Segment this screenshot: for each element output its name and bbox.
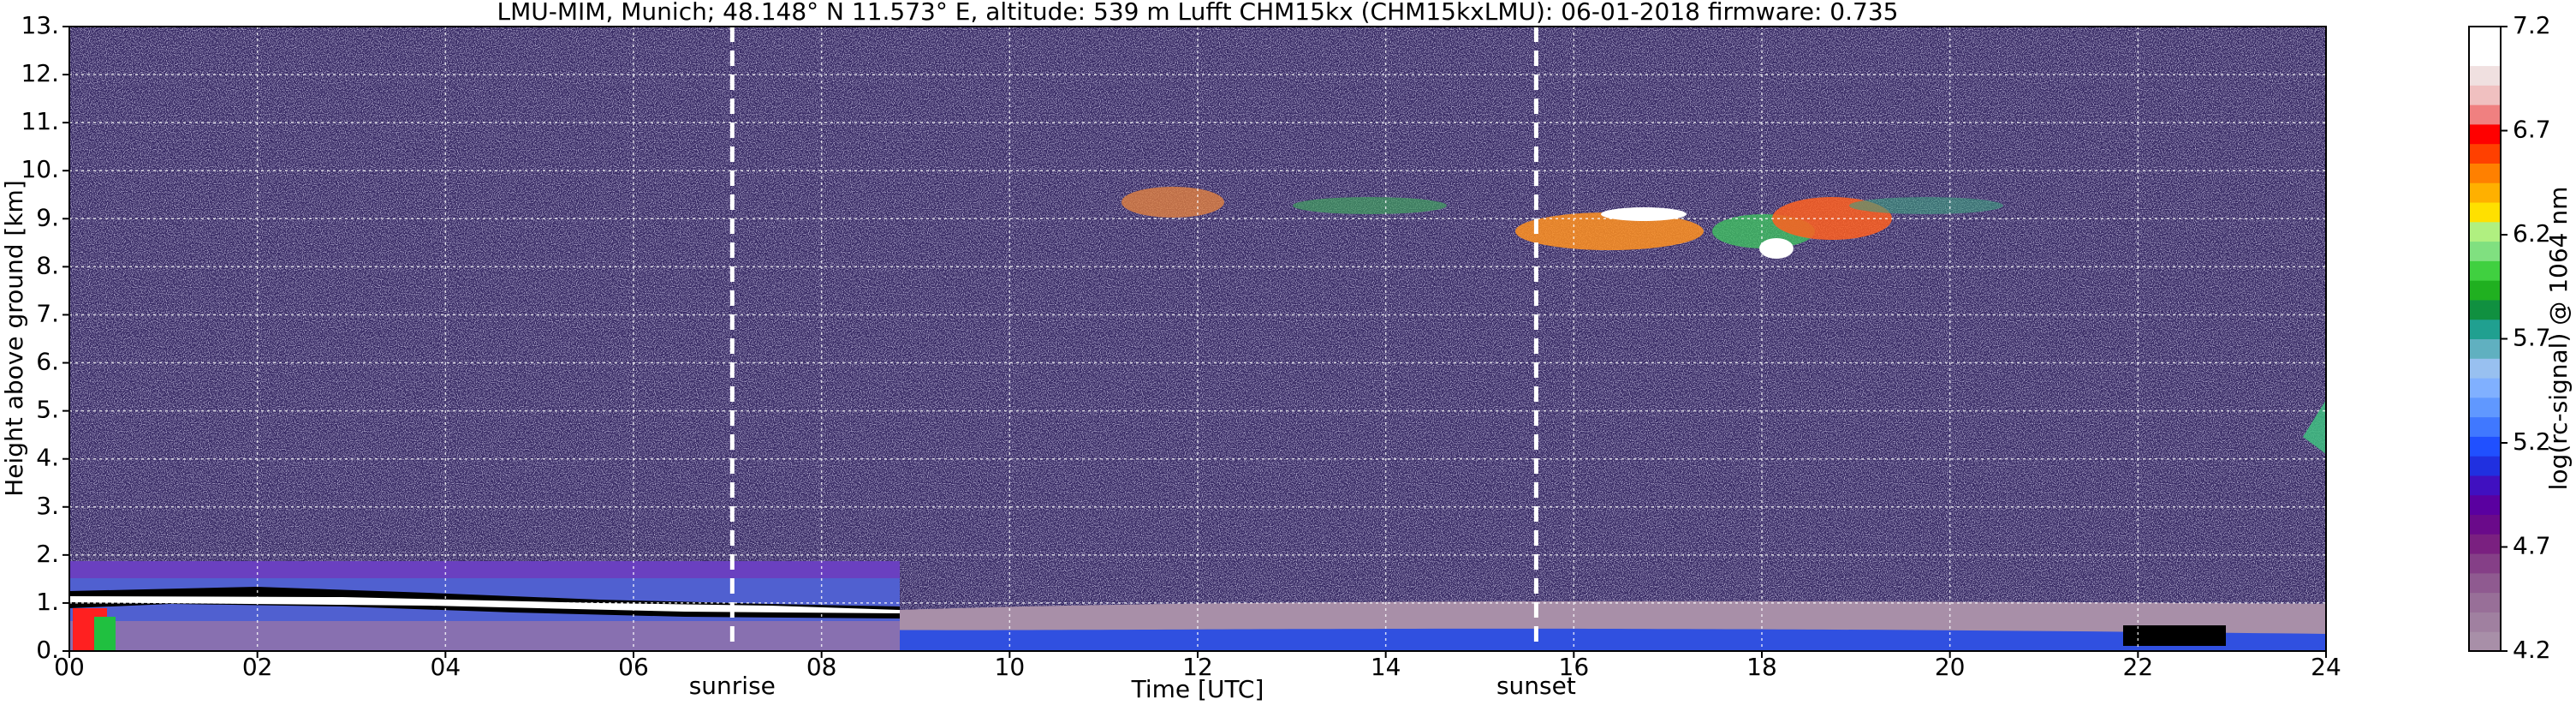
- low-green: [94, 617, 116, 651]
- cirrus: [1759, 238, 1794, 259]
- colorbar-swatch: [2469, 280, 2501, 301]
- colorbar-swatch: [2469, 65, 2501, 86]
- colorbar-swatch: [2469, 163, 2501, 183]
- x-tick-label: 22: [2123, 653, 2154, 681]
- colorbar-swatch: [2469, 143, 2501, 164]
- x-axis-label: Time [UTC]: [1131, 675, 1264, 703]
- colorbar-swatch: [2469, 182, 2501, 203]
- colorbar-swatch: [2469, 612, 2501, 632]
- y-tick-label: 3.: [36, 492, 59, 520]
- cirrus: [1293, 197, 1447, 214]
- colorbar-swatch: [2469, 397, 2501, 418]
- colorbar-swatch: [2469, 319, 2501, 339]
- boundary-white: [69, 596, 900, 613]
- low-cloud: [2123, 625, 2226, 646]
- colorbar-tick-label: 4.7: [2513, 532, 2551, 560]
- colorbar-swatch: [2469, 202, 2501, 223]
- colorbar-swatch: [2469, 572, 2501, 594]
- y-tick-label: 5.: [36, 396, 59, 424]
- surface-layer: [813, 628, 2326, 651]
- y-tick-label: 4.: [36, 444, 59, 472]
- mid-cloud: [2326, 360, 2397, 463]
- y-axis-label: Height above ground [km]: [0, 180, 28, 497]
- y-tick-label: 13.: [21, 11, 59, 39]
- colorbar-swatch: [2469, 592, 2501, 612]
- cirrus: [1515, 212, 1704, 250]
- chart-title: LMU-MIM, Munich; 48.148° N 11.573° E, al…: [497, 0, 1899, 26]
- x-tick-label: 20: [1935, 653, 1966, 681]
- x-tick-label: 14: [1371, 653, 1401, 681]
- colorbar-swatch: [2469, 27, 2501, 47]
- x-tick-label: 24: [2311, 653, 2341, 681]
- colorbar-swatch: [2469, 494, 2501, 516]
- colorbar-tick-label: 7.2: [2513, 11, 2551, 39]
- low-layer: [69, 621, 900, 651]
- y-tick-label: 7.: [36, 299, 59, 327]
- x-tick-label: 10: [995, 653, 1026, 681]
- cirrus: [1849, 197, 2003, 214]
- mid-cloud: [2303, 399, 2326, 454]
- x-tick-label: 00: [54, 653, 85, 681]
- y-tick-label: 1.: [36, 588, 59, 616]
- colorbar-swatch: [2469, 358, 2501, 379]
- colorbar-swatch: [2469, 631, 2501, 652]
- x-tick-label: 06: [618, 653, 649, 681]
- colorbar-swatch: [2469, 456, 2501, 476]
- colorbar-swatch: [2469, 436, 2501, 457]
- colorbar-swatch: [2469, 378, 2501, 398]
- colorbar-tick-label: 4.2: [2513, 636, 2551, 664]
- colorbar-swatch: [2469, 260, 2501, 281]
- annotation-label: sunset: [1496, 672, 1576, 700]
- x-tick-label: 02: [242, 653, 273, 681]
- y-tick-label: 0.: [36, 636, 59, 664]
- colorbar-swatch: [2469, 241, 2501, 261]
- colorbar-swatch: [2469, 475, 2501, 496]
- colorbar-swatch: [2469, 105, 2501, 125]
- x-tick-label: 16: [1559, 653, 1590, 681]
- colorbar-swatch: [2469, 299, 2501, 320]
- cirrus: [1601, 207, 1687, 221]
- y-tick-label: 8.: [36, 251, 59, 279]
- x-tick-label: 12: [1182, 653, 1213, 681]
- annotation-label: sunrise: [689, 672, 776, 700]
- colorbar-tick-label: 6.2: [2513, 219, 2551, 248]
- mid-cloud: [2350, 343, 2389, 394]
- colorbar-swatch: [2469, 416, 2501, 437]
- plot-frame: [68, 26, 2327, 652]
- x-tick-label: 18: [1746, 653, 1777, 681]
- y-tick-label: 10.: [21, 155, 59, 183]
- colorbar-label: log(rc-signal) @ 1064 nm: [2544, 187, 2573, 491]
- colorbar-tick-label: 5.7: [2513, 324, 2551, 352]
- y-tick-label: 12.: [21, 59, 59, 87]
- y-tick-label: 2.: [36, 540, 59, 568]
- colorbar-swatch: [2469, 534, 2501, 554]
- colorbar-swatch: [2469, 45, 2501, 67]
- boundary-top: [69, 561, 900, 578]
- y-tick-label: 11.: [21, 107, 59, 135]
- colorbar-swatch: [2469, 221, 2501, 242]
- colorbar-swatch: [2469, 514, 2501, 535]
- cirrus: [1121, 187, 1224, 218]
- x-tick-label: 04: [431, 653, 461, 681]
- y-tick-label: 9.: [36, 203, 59, 231]
- colorbar-swatch: [2469, 553, 2501, 574]
- y-tick-label: 6.: [36, 348, 59, 376]
- colorbar-swatch: [2469, 123, 2501, 145]
- colorbar-swatch: [2469, 85, 2501, 105]
- colorbar-swatch: [2469, 338, 2501, 359]
- colorbar-tick-label: 5.2: [2513, 427, 2551, 456]
- x-tick-label: 08: [806, 653, 837, 681]
- backscatter-field: [69, 27, 2397, 651]
- colorbar-tick-label: 6.7: [2513, 116, 2551, 144]
